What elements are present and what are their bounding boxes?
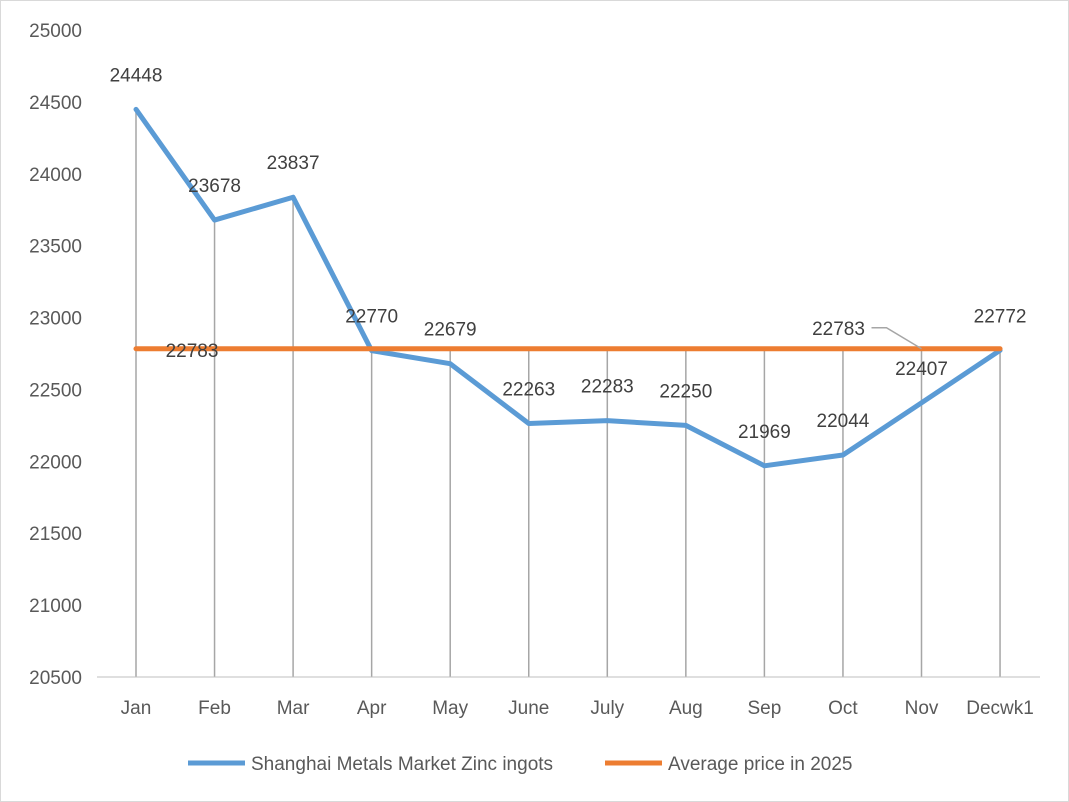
y-tick-label: 23500 [29, 237, 82, 258]
data-label: 22263 [502, 380, 555, 401]
x-tick-label: May [432, 698, 468, 719]
legend-label-zinc: Shanghai Metals Market Zinc ingots [251, 754, 553, 775]
legend-label-average: Average price in 2025 [668, 754, 853, 775]
x-tick-label: Apr [357, 698, 387, 719]
data-label: 22772 [974, 306, 1027, 327]
data-label-average: 22783 [812, 319, 865, 340]
data-label: 22407 [895, 359, 948, 380]
x-tick-label: July [590, 698, 624, 719]
data-label: 22679 [424, 320, 477, 341]
data-label: 22283 [581, 377, 634, 398]
x-tick-label: Aug [669, 698, 703, 719]
y-tick-label: 24000 [29, 165, 82, 186]
y-tick-label: 25000 [29, 21, 82, 42]
data-label: 22770 [345, 307, 398, 328]
y-tick-label: 21500 [29, 524, 82, 545]
leader-line [871, 327, 922, 350]
x-tick-label: Nov [905, 698, 939, 719]
data-label: 21969 [738, 422, 791, 443]
data-label: 23678 [188, 176, 241, 197]
x-tick-label: Jan [121, 698, 152, 719]
y-tick-label: 23000 [29, 309, 82, 330]
data-label: 24448 [110, 65, 163, 86]
data-label: 22044 [817, 411, 870, 432]
y-tick-label: 20500 [29, 668, 82, 689]
y-tick-label: 22000 [29, 452, 82, 473]
x-tick-label: Feb [198, 698, 231, 719]
series-line-zinc [133, 106, 1003, 469]
data-label-average: 22783 [166, 341, 219, 362]
y-tick-label: 21000 [29, 596, 82, 617]
x-tick-label: June [508, 698, 549, 719]
x-tick-label: Sep [747, 698, 781, 719]
data-label: 23837 [267, 153, 320, 174]
y-tick-label: 22500 [29, 380, 82, 401]
x-tick-label: Mar [277, 698, 310, 719]
data-label: 22250 [659, 381, 712, 402]
x-tick-label: Decwk1 [966, 698, 1034, 719]
x-tick-label: Oct [828, 698, 858, 719]
y-tick-label: 24500 [29, 93, 82, 114]
